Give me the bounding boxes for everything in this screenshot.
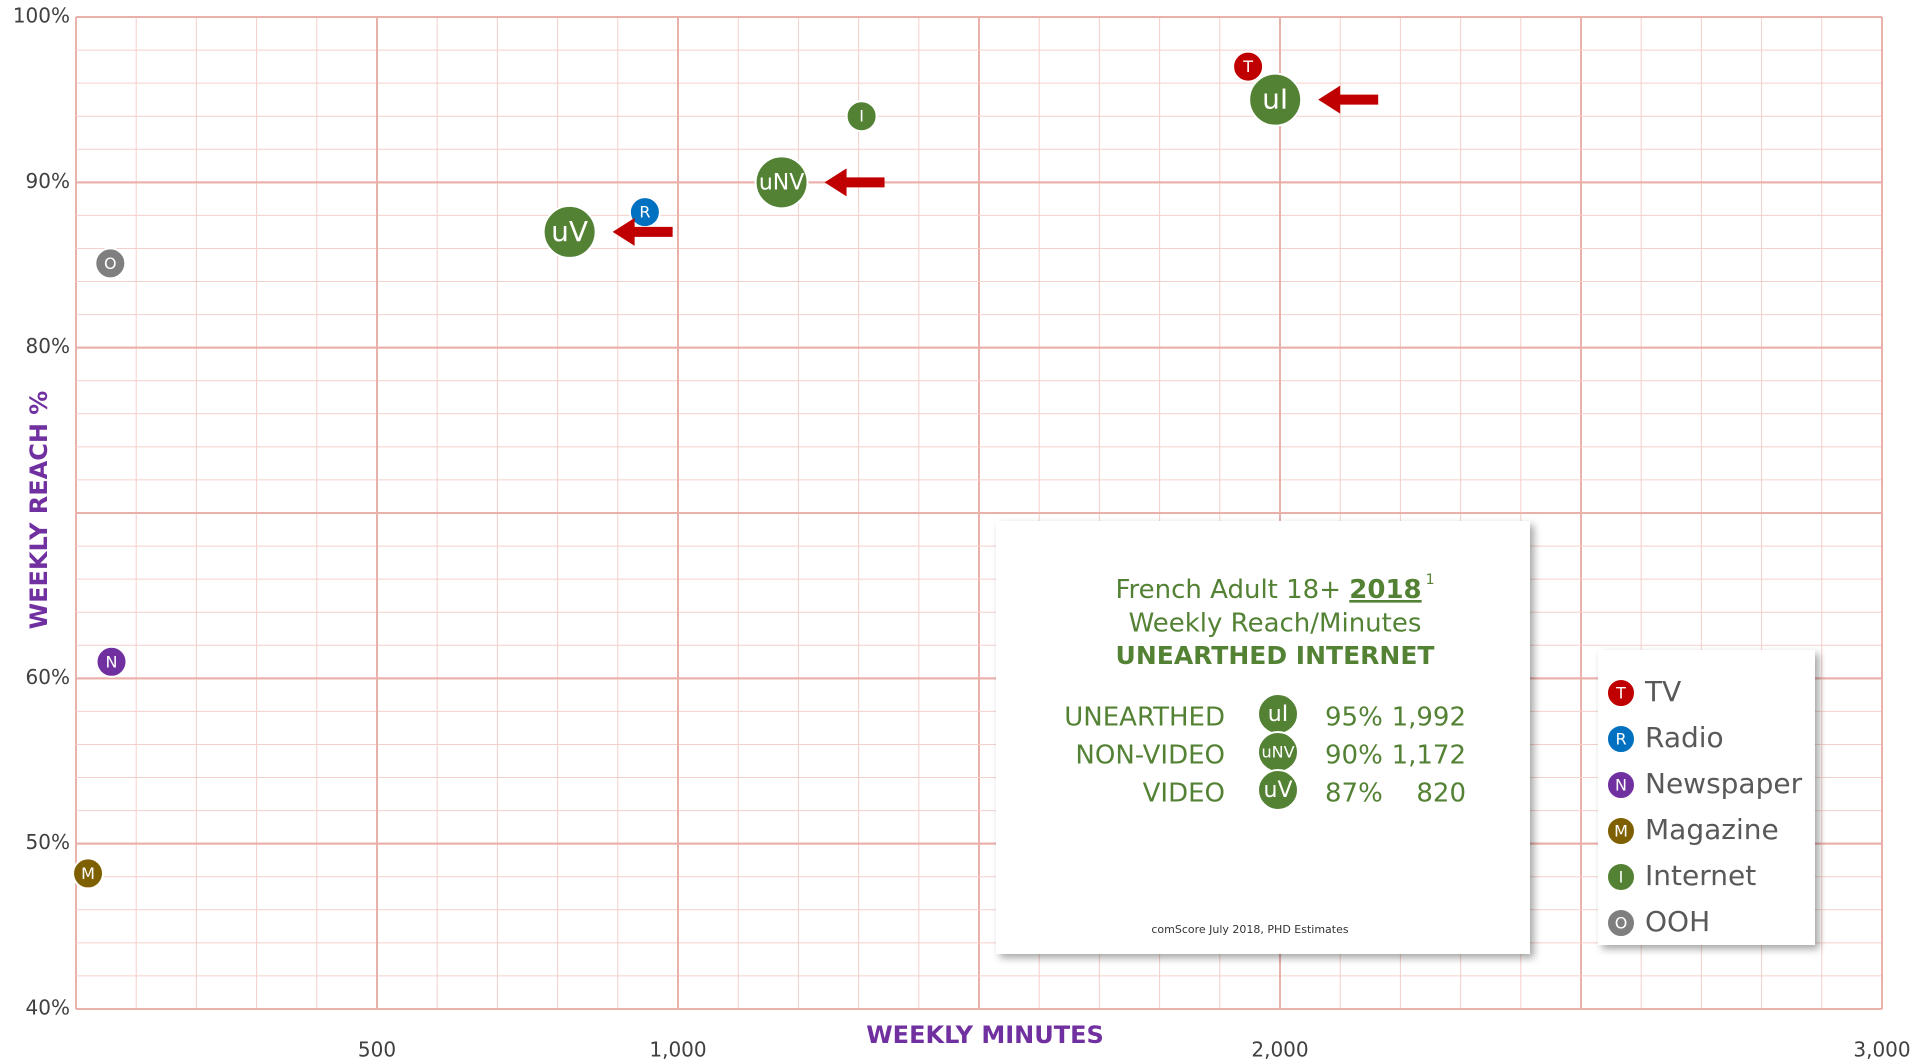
point-unearthed-circle	[1248, 72, 1303, 127]
y-tick-label: 80%	[26, 334, 70, 358]
point-letter: M	[81, 864, 95, 883]
callout-minutes: 1,172	[1392, 741, 1466, 771]
callout-icon: uI	[1257, 693, 1299, 735]
legend-icon: N	[1606, 770, 1636, 800]
point: N	[95, 645, 128, 678]
arrow	[824, 168, 885, 197]
x-tick-label: 1,000	[649, 1038, 706, 1060]
callout-icon-circle	[1257, 769, 1299, 811]
y-tick-label: 40%	[26, 996, 70, 1020]
point-letter: R	[639, 203, 650, 222]
legend-icon-letter: N	[1615, 776, 1627, 795]
point: T	[1232, 50, 1265, 83]
callout-row-name: NON-VIDEO	[1075, 741, 1225, 771]
legend-label: Newspaper	[1645, 767, 1803, 800]
callout-row-name: UNEARTHED	[1064, 703, 1225, 733]
point-unearthed: uV	[542, 204, 597, 259]
x-tick-label: 3,000	[1853, 1038, 1910, 1060]
callout-subtitle: Weekly Reach/Minutes	[1129, 609, 1422, 639]
x-tick-label: 500	[358, 1038, 396, 1060]
legend-label: Internet	[1645, 859, 1756, 892]
callout-minutes: 820	[1416, 779, 1466, 809]
callout-minutes: 1,992	[1392, 703, 1466, 733]
legend-icon: I	[1606, 862, 1636, 892]
legend-icon-circle	[1606, 816, 1636, 846]
callout-title-year: 2018	[1349, 575, 1421, 605]
x-tick-label: 2,000	[1251, 1038, 1308, 1060]
y-tick-label: 90%	[26, 169, 70, 193]
legend-label: TV	[1644, 675, 1681, 708]
legend-icon-letter: T	[1615, 684, 1626, 703]
point-unearthed-circle	[542, 204, 597, 259]
point-circle	[94, 247, 127, 280]
callout-row-name: VIDEO	[1143, 779, 1225, 809]
point-unearthed: uNV	[754, 155, 809, 210]
legend-label: Magazine	[1645, 813, 1779, 846]
point-letter: I	[859, 107, 864, 126]
callout-icon: uNV	[1257, 731, 1299, 773]
legend-icon-circle	[1606, 908, 1636, 938]
point-letter: O	[104, 254, 117, 273]
point-unearthed-letter: uNV	[759, 170, 804, 195]
point-circle	[95, 645, 128, 678]
legend-icon: O	[1606, 908, 1636, 938]
callout-icon-letter: uNV	[1261, 743, 1294, 762]
point-circle	[845, 100, 878, 133]
legend-icon-circle	[1606, 724, 1636, 754]
legend-label: OOH	[1645, 905, 1710, 938]
y-tick-label: 50%	[26, 830, 70, 854]
legend-icon-letter: R	[1615, 730, 1626, 749]
y-tick-label: 100%	[13, 4, 70, 28]
callout-icon-letter: uV	[1264, 778, 1293, 803]
callout-icon: uV	[1257, 769, 1299, 811]
callout-reach: 95%	[1325, 703, 1383, 733]
point: O	[94, 247, 127, 280]
point: I	[845, 100, 878, 133]
point-circle	[1232, 50, 1265, 83]
callout-reach: 90%	[1325, 741, 1383, 771]
callout-reach: 87%	[1325, 779, 1383, 809]
legend-icon-letter: M	[1614, 822, 1628, 841]
legend-icon: T	[1606, 678, 1636, 708]
callout-heading: UNEARTHED INTERNET	[1116, 641, 1435, 670]
callout-icon-letter: uI	[1268, 702, 1288, 727]
callout-title: French Adult 18+ 2018 1	[1115, 572, 1434, 605]
arrow	[612, 217, 673, 246]
point-circle	[72, 857, 105, 890]
source: comScore July 2018, PHD Estimates	[1151, 923, 1349, 936]
legend-label: Radio	[1645, 721, 1724, 754]
point-unearthed-circle	[754, 155, 809, 210]
point-unearthed-letter: uV	[551, 215, 588, 248]
y-axis-label: WEEKLY REACH %	[25, 391, 53, 630]
callout-title-prefix: French Adult 18+	[1115, 575, 1341, 605]
legend-icon-circle	[1606, 770, 1636, 800]
x-axis-label: WEEKLY MINUTES	[866, 1021, 1104, 1049]
point: M	[72, 857, 105, 890]
y-tick-label: 60%	[26, 665, 70, 689]
legend-icon-letter: O	[1615, 914, 1628, 933]
point-letter: T	[1242, 57, 1253, 76]
arrow	[1318, 85, 1379, 114]
point-unearthed: uI	[1248, 72, 1303, 127]
point-letter: N	[106, 652, 118, 671]
footnote: 1	[1426, 572, 1435, 588]
legend-icon-circle	[1606, 678, 1636, 708]
point-unearthed-letter: uI	[1262, 83, 1288, 116]
legend-icon: M	[1606, 816, 1636, 846]
legend-icon: R	[1606, 724, 1636, 754]
legend-icon-circle	[1606, 862, 1636, 892]
legend-icon-letter: I	[1619, 868, 1624, 887]
